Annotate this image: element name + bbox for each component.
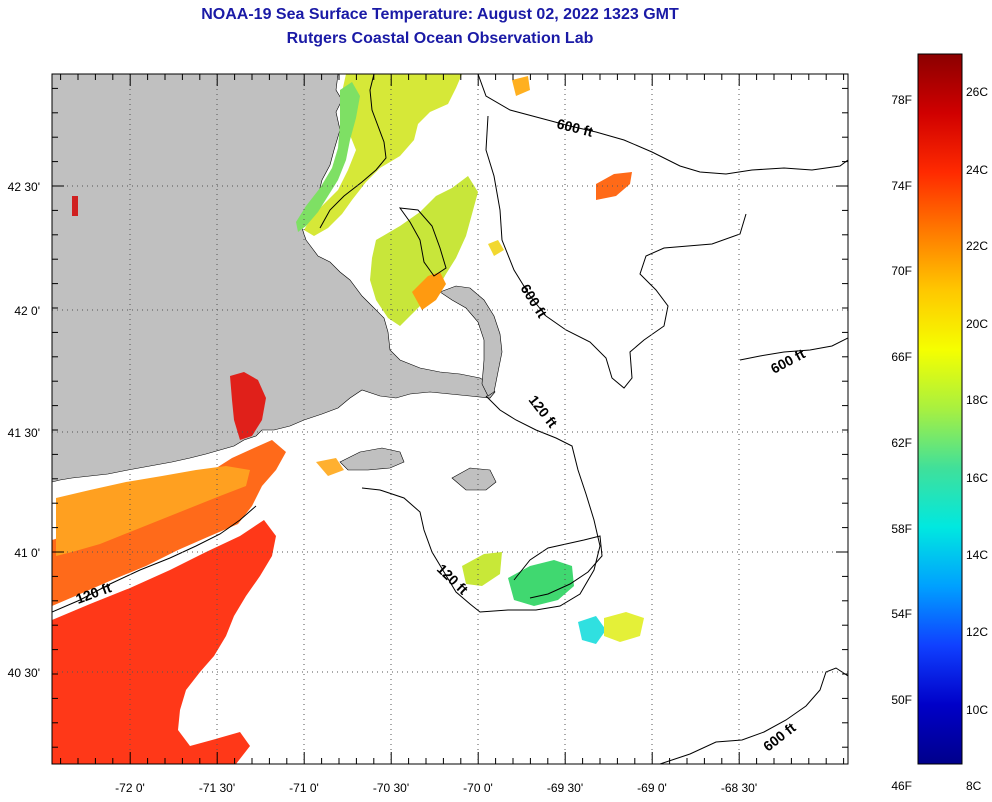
colorbar-gradient	[917, 53, 963, 765]
contour-120ft-shelf	[361, 395, 601, 613]
bathymetry-contours	[52, 74, 848, 764]
colorbar-fahrenheit-label: 50F	[891, 693, 912, 707]
colorbar-fahrenheit-label: 58F	[891, 522, 912, 536]
contour-coast-nh	[319, 74, 387, 229]
colorbar-celsius-label: 26C	[966, 85, 988, 99]
longitude-tick-label: -69 30'	[547, 781, 583, 795]
sst-patch-shoals-green	[508, 560, 574, 606]
sst-speck-red	[72, 196, 78, 216]
longitude-tick-label: -70 0'	[463, 781, 493, 795]
colorbar-fahrenheit-label: 66F	[891, 350, 912, 364]
frame-ticks	[52, 74, 848, 764]
sst-patch-sound-orange	[56, 466, 250, 556]
colorbar: 78F 74F 70F 66F 62F 58F 54F 50F 46F 26C 24C 22C 20C…	[891, 53, 988, 793]
latitude-axis: 42 30' 42 0' 41 30' 41 0' 40 30'	[8, 180, 40, 680]
map-subtitle: Rutgers Coastal Ocean Observation Lab	[286, 30, 594, 47]
colorbar-celsius-label: 12C	[966, 625, 988, 639]
latitude-tick-label: 41 30'	[8, 426, 40, 440]
contour-600ft-georges	[485, 115, 747, 389]
colorbar-celsius-labels: 26C 24C 22C 20C 18C 16C 14C 12C 10C 8C	[966, 85, 988, 793]
contour-600ft-south	[659, 667, 848, 764]
colorbar-celsius-label: 10C	[966, 703, 988, 717]
contour-120ft-west	[52, 505, 257, 613]
map-frame	[51, 73, 849, 765]
sst-patch-gulf-of-maine	[304, 74, 462, 236]
latitude-tick-label: 40 30'	[8, 666, 40, 680]
sst-patch-north-orange	[512, 76, 530, 96]
colorbar-celsius-label: 18C	[966, 393, 988, 407]
longitude-tick-label: -71 30'	[199, 781, 235, 795]
colorbar-celsius-label: 20C	[966, 317, 988, 331]
sst-patch-shoals-yellow	[462, 552, 502, 586]
contour-600ft-east	[739, 337, 848, 361]
sst-patch-gom-orange	[596, 172, 632, 200]
colorbar-fahrenheit-label: 78F	[891, 93, 912, 107]
contour-600ft-gom	[477, 74, 848, 175]
latitude-tick-label: 42 0'	[14, 304, 40, 318]
latitude-tick-label: 41 0'	[14, 546, 40, 560]
land-nantucket	[451, 467, 497, 491]
longitude-tick-label: -71 0'	[289, 781, 319, 795]
longitude-tick-label: -68 30'	[721, 781, 757, 795]
longitude-tick-label: -69 0'	[637, 781, 667, 795]
sst-patch-cyan	[578, 616, 606, 644]
colorbar-celsius-label: 24C	[966, 163, 988, 177]
land-marthas-vineyard	[339, 447, 405, 471]
lat-lon-grid	[52, 74, 848, 764]
colorbar-celsius-label: 14C	[966, 548, 988, 562]
map-title: NOAA-19 Sea Surface Temperature: August …	[201, 6, 679, 23]
longitude-axis: -72 0' -71 30' -71 0' -70 30' -70 0' -69 30' -…	[115, 781, 757, 795]
longitude-tick-label: -72 0'	[115, 781, 145, 795]
sst-patch-vineyard-sound	[316, 458, 344, 476]
sst-patch-narragansett-red	[230, 372, 266, 440]
sst-patch-mass-bay	[370, 176, 478, 326]
colorbar-fahrenheit-label: 62F	[891, 436, 912, 450]
colorbar-fahrenheit-labels: 78F 74F 70F 66F 62F 58F 54F 50F 46F	[891, 93, 912, 793]
sst-patch-south-red	[52, 520, 276, 764]
sst-patch-small-yellow	[488, 240, 504, 256]
latitude-tick-label: 42 30'	[8, 180, 40, 194]
colorbar-fahrenheit-label: 74F	[891, 179, 912, 193]
contour-cape-cod-bay	[398, 207, 447, 277]
sst-data-layer	[52, 74, 644, 764]
sst-patch-shoals-yellow-2	[604, 612, 644, 642]
colorbar-celsius-label: 22C	[966, 239, 988, 253]
colorbar-fahrenheit-label: 70F	[891, 264, 912, 278]
sst-patch-cape-cod-bay-orange	[412, 272, 446, 310]
land-cape-cod	[439, 285, 503, 397]
colorbar-celsius-label: 8C	[966, 779, 982, 793]
sst-patch-coastal-green	[296, 82, 360, 232]
colorbar-celsius-label: 16C	[966, 471, 988, 485]
longitude-tick-label: -70 30'	[373, 781, 409, 795]
colorbar-fahrenheit-label: 54F	[891, 607, 912, 621]
colorbar-fahrenheit-label: 46F	[891, 779, 912, 793]
